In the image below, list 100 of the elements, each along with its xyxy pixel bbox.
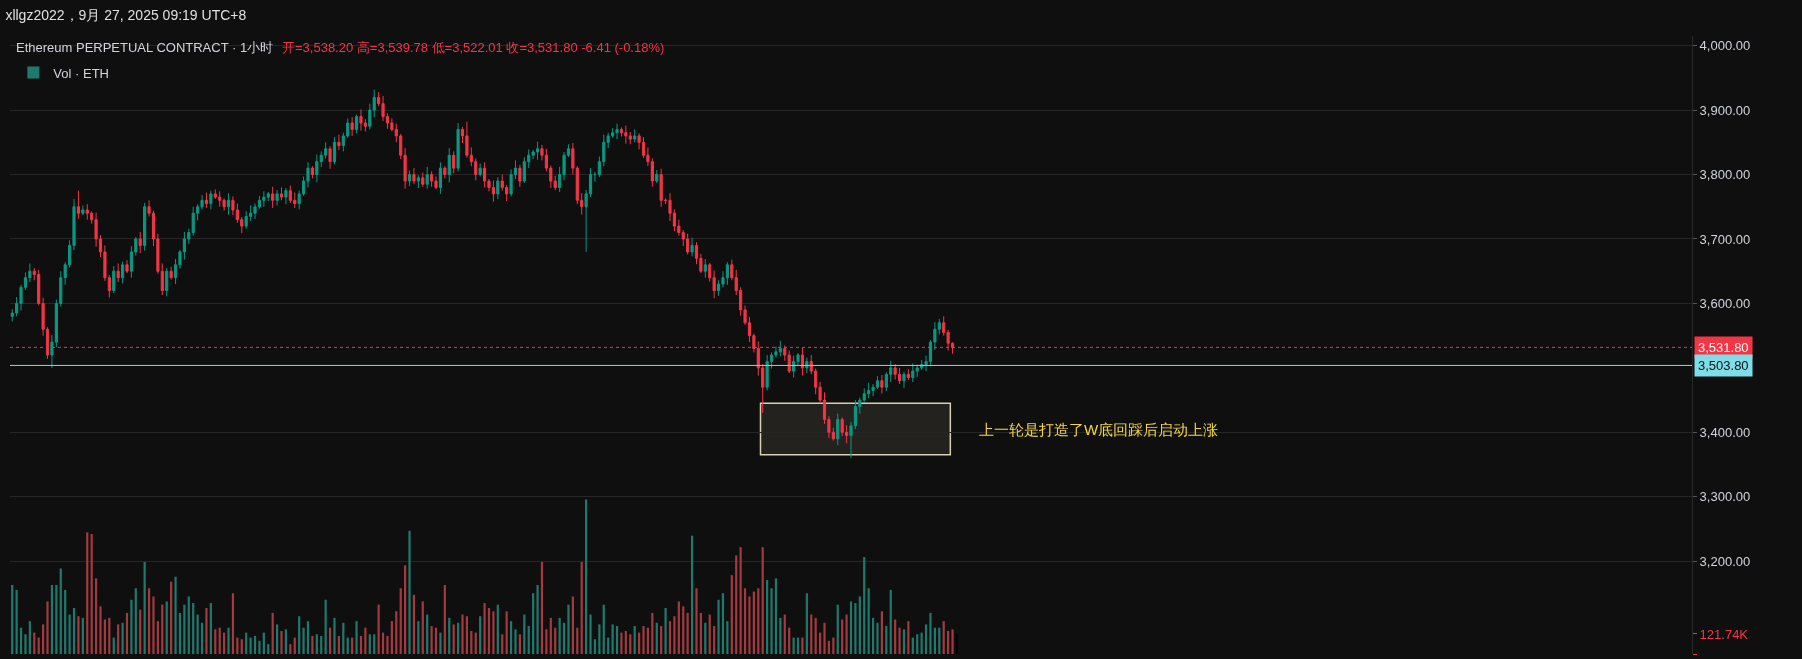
bar xyxy=(726,621,729,654)
bar xyxy=(342,622,345,654)
annotation: 上一轮是打造了W底回踩后启动上涨 xyxy=(979,421,1219,438)
candlestick xyxy=(288,185,292,204)
annotation: 开=3,538.20 高=3,539.78 低=3,522.01 收=3,531.80 -6.41 (-0.18%) xyxy=(282,40,665,55)
bar xyxy=(218,627,221,654)
bar xyxy=(412,594,416,654)
bar xyxy=(598,624,601,654)
bar xyxy=(139,609,142,654)
candlestick xyxy=(226,192,231,215)
bar xyxy=(646,627,650,654)
legend-label: Vol · ETH xyxy=(53,65,109,81)
bar xyxy=(275,624,279,654)
y-tick-label: 3,800.00 xyxy=(1699,167,1751,183)
bar xyxy=(125,612,129,654)
bar xyxy=(933,627,936,654)
bar xyxy=(858,596,861,654)
bar xyxy=(311,635,314,654)
bar xyxy=(938,627,941,654)
candlestick xyxy=(332,136,337,165)
bar xyxy=(916,634,919,654)
bar xyxy=(801,637,804,654)
bar xyxy=(465,616,469,654)
candlestick xyxy=(456,122,460,172)
bar xyxy=(505,611,508,654)
bar xyxy=(430,626,433,654)
bar xyxy=(143,561,146,654)
y-tick-label: 3,600.00 xyxy=(1699,295,1751,311)
bar xyxy=(757,588,760,654)
chart-subtitle: Ethereum PERPETUAL CONTRACT · 1小时 xyxy=(16,40,274,55)
bar xyxy=(108,617,111,654)
bar xyxy=(602,604,605,654)
bar xyxy=(788,627,791,654)
candlestick xyxy=(792,355,796,379)
bar xyxy=(24,634,27,654)
candlestick xyxy=(359,108,363,132)
bar xyxy=(690,535,694,654)
bar xyxy=(713,626,716,654)
bar xyxy=(955,633,959,654)
bar xyxy=(655,622,658,654)
bar xyxy=(178,612,182,654)
bar xyxy=(898,627,901,654)
bar xyxy=(55,584,58,654)
candlestick xyxy=(787,349,791,374)
candlestick xyxy=(143,202,147,252)
candlestick xyxy=(169,266,173,281)
bar xyxy=(562,622,566,654)
bar xyxy=(717,599,720,654)
bar xyxy=(373,634,376,654)
bar xyxy=(567,604,570,654)
bar xyxy=(699,612,702,654)
bar xyxy=(673,616,676,654)
bar xyxy=(593,639,597,654)
bar xyxy=(386,635,389,654)
candlestick xyxy=(209,190,213,210)
candlestick xyxy=(430,170,434,188)
candlestick xyxy=(867,382,871,399)
bar xyxy=(867,588,870,654)
bar xyxy=(315,634,318,654)
y-tick-label: 3,200.00 xyxy=(1699,553,1751,569)
bar xyxy=(156,621,159,654)
candlestick xyxy=(262,190,266,208)
candlestick xyxy=(805,357,809,374)
candlestick xyxy=(659,168,663,208)
bar xyxy=(907,621,910,654)
bar xyxy=(11,584,14,654)
bar xyxy=(849,601,853,654)
bar xyxy=(496,604,499,654)
bar xyxy=(571,596,574,654)
candlestick xyxy=(279,186,284,201)
bar xyxy=(147,588,151,654)
bar xyxy=(50,584,54,654)
y-tick-label: 3,900.00 xyxy=(1699,102,1751,118)
bar xyxy=(929,612,932,654)
candlestick xyxy=(911,362,915,383)
candlestick xyxy=(81,204,85,216)
bar xyxy=(924,624,928,654)
y-tick-label: 3,400.00 xyxy=(1699,424,1751,440)
bar xyxy=(183,604,186,654)
bar xyxy=(554,627,557,654)
bar xyxy=(99,606,102,654)
bar xyxy=(611,624,614,654)
bar xyxy=(518,634,521,654)
bar xyxy=(271,612,274,654)
candlestick xyxy=(443,165,447,179)
bar xyxy=(72,607,76,654)
candlestick xyxy=(412,167,416,185)
candlestick xyxy=(496,176,500,200)
bar xyxy=(894,619,897,654)
bar xyxy=(426,614,429,654)
candlestick xyxy=(271,186,275,209)
bar xyxy=(589,614,592,654)
bar xyxy=(452,624,455,654)
bar xyxy=(395,611,398,654)
bar xyxy=(695,588,698,654)
candlestick xyxy=(703,258,707,279)
bar xyxy=(196,614,199,654)
bar xyxy=(730,575,733,654)
bar xyxy=(42,624,45,654)
candlestick xyxy=(315,154,319,183)
